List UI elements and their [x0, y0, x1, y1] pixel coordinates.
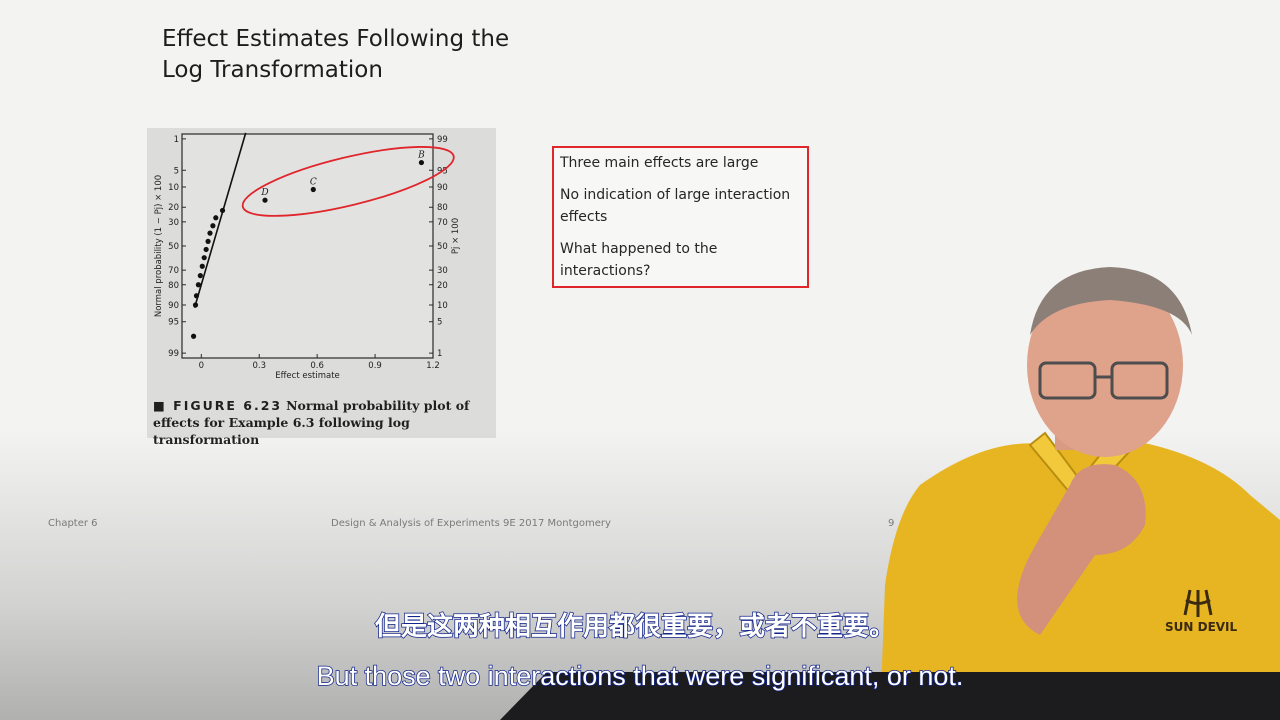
point-label-D: D	[260, 188, 268, 198]
left-tick-label: 80	[168, 281, 179, 291]
left-tick-label: 90	[168, 301, 179, 311]
left-tick-label: 50	[168, 242, 179, 252]
data-point	[207, 230, 213, 236]
left-tick-label: 1	[174, 135, 179, 145]
presenter-hair	[1030, 267, 1192, 335]
left-tick-label: 99	[168, 349, 179, 359]
data-point	[219, 207, 226, 214]
right-axis-label: Pj × 100	[451, 218, 461, 254]
point-D	[262, 197, 268, 203]
x-tick-label: 1.2	[426, 361, 440, 371]
fit-line	[193, 132, 247, 308]
presenter-shirt	[880, 440, 1280, 720]
callout-line-3: What happened to the interactions?	[560, 241, 718, 279]
footer-course: Design & Analysis of Experiments 9E 2017…	[331, 518, 611, 529]
figure-caption-line-1: Normal probability plot of	[286, 398, 470, 413]
point-label-C: C	[310, 178, 317, 188]
data-point	[192, 302, 199, 308]
slide-title-line-1: Effect Estimates Following the	[162, 26, 510, 52]
presenter-glasses-left	[1038, 361, 1097, 400]
left-tick-label: 20	[168, 203, 179, 213]
data-point	[199, 263, 205, 269]
left-axis-label: Normal probability (1 − Pj) × 100	[154, 175, 164, 317]
point-label-B: B	[417, 151, 425, 161]
data-point	[210, 223, 216, 229]
right-tick-label: 30	[437, 266, 448, 276]
right-tick-label: 1	[437, 349, 442, 359]
left-tick-label: 70	[168, 266, 179, 276]
subtitle-chinese: 但是这两种相互作用都很重要，或者不重要。	[374, 611, 896, 643]
right-tick-label: 20	[437, 281, 448, 291]
x-tick-label: 0.6	[310, 361, 324, 371]
figure-label: ■ FIGURE 6.23	[153, 398, 283, 413]
right-tick-label: 5	[437, 318, 442, 328]
callout-line-1: Three main effects are large	[560, 155, 759, 171]
left-tick-label: 5	[174, 166, 179, 176]
x-tick-label: 0	[199, 361, 204, 371]
footer-page: 9	[888, 518, 895, 529]
presenter-video: SUN DEVIL	[880, 267, 1280, 720]
plot-frame	[181, 133, 434, 359]
right-tick-label: 50	[437, 242, 448, 252]
desk	[500, 672, 1280, 720]
right-tick-label: 80	[437, 203, 448, 213]
callout-line-2: No indication of large interaction effec…	[560, 187, 791, 225]
figure-panel: 0 0.3 0.6 0.9 1.2 1 5 10 20 30 50 70 80 90 95 99 99 95 90 8…	[147, 128, 496, 447]
data-point	[190, 333, 197, 339]
shirt-logo-text: SUN DEVIL	[1165, 620, 1238, 634]
right-tick-label: 10	[437, 301, 448, 311]
point-B	[418, 159, 425, 166]
right-tick-label: 70	[437, 218, 448, 228]
x-tick-label: 0.3	[252, 361, 266, 371]
right-tick-label: 90	[437, 183, 448, 193]
left-tick-label: 95	[168, 318, 179, 328]
left-tick-label: 30	[168, 218, 179, 228]
data-point	[201, 255, 207, 261]
presenter-head	[1027, 273, 1183, 457]
callout-box: Three main effects are large No indicati…	[552, 146, 809, 288]
data-point	[193, 293, 200, 299]
presenter-hand	[1017, 464, 1146, 635]
data-point	[197, 273, 203, 279]
footer-chapter: Chapter 6	[48, 518, 98, 529]
presenter-glasses-right	[1110, 361, 1169, 400]
x-tick-label: 0.9	[368, 361, 382, 371]
data-point	[205, 238, 211, 244]
right-tick-label: 99	[437, 135, 448, 145]
subtitle-english: But those two interactions that were sig…	[316, 660, 964, 692]
highlight-ellipse	[241, 146, 455, 217]
slide-title: Effect Estimates Following the Log Trans…	[162, 24, 582, 86]
point-C	[310, 186, 316, 193]
x-axis-label: Effect estimate	[275, 371, 340, 381]
data-point	[213, 215, 219, 221]
shirt-pitchfork-icon	[1183, 589, 1213, 617]
data-point	[195, 282, 202, 288]
left-tick-label: 10	[168, 183, 179, 193]
data-point	[203, 246, 209, 253]
normal-probability-chart: 0 0.3 0.6 0.9 1.2151020305070809095999995908…	[154, 132, 461, 381]
slide-title-line-2: Log Transformation	[162, 57, 383, 83]
